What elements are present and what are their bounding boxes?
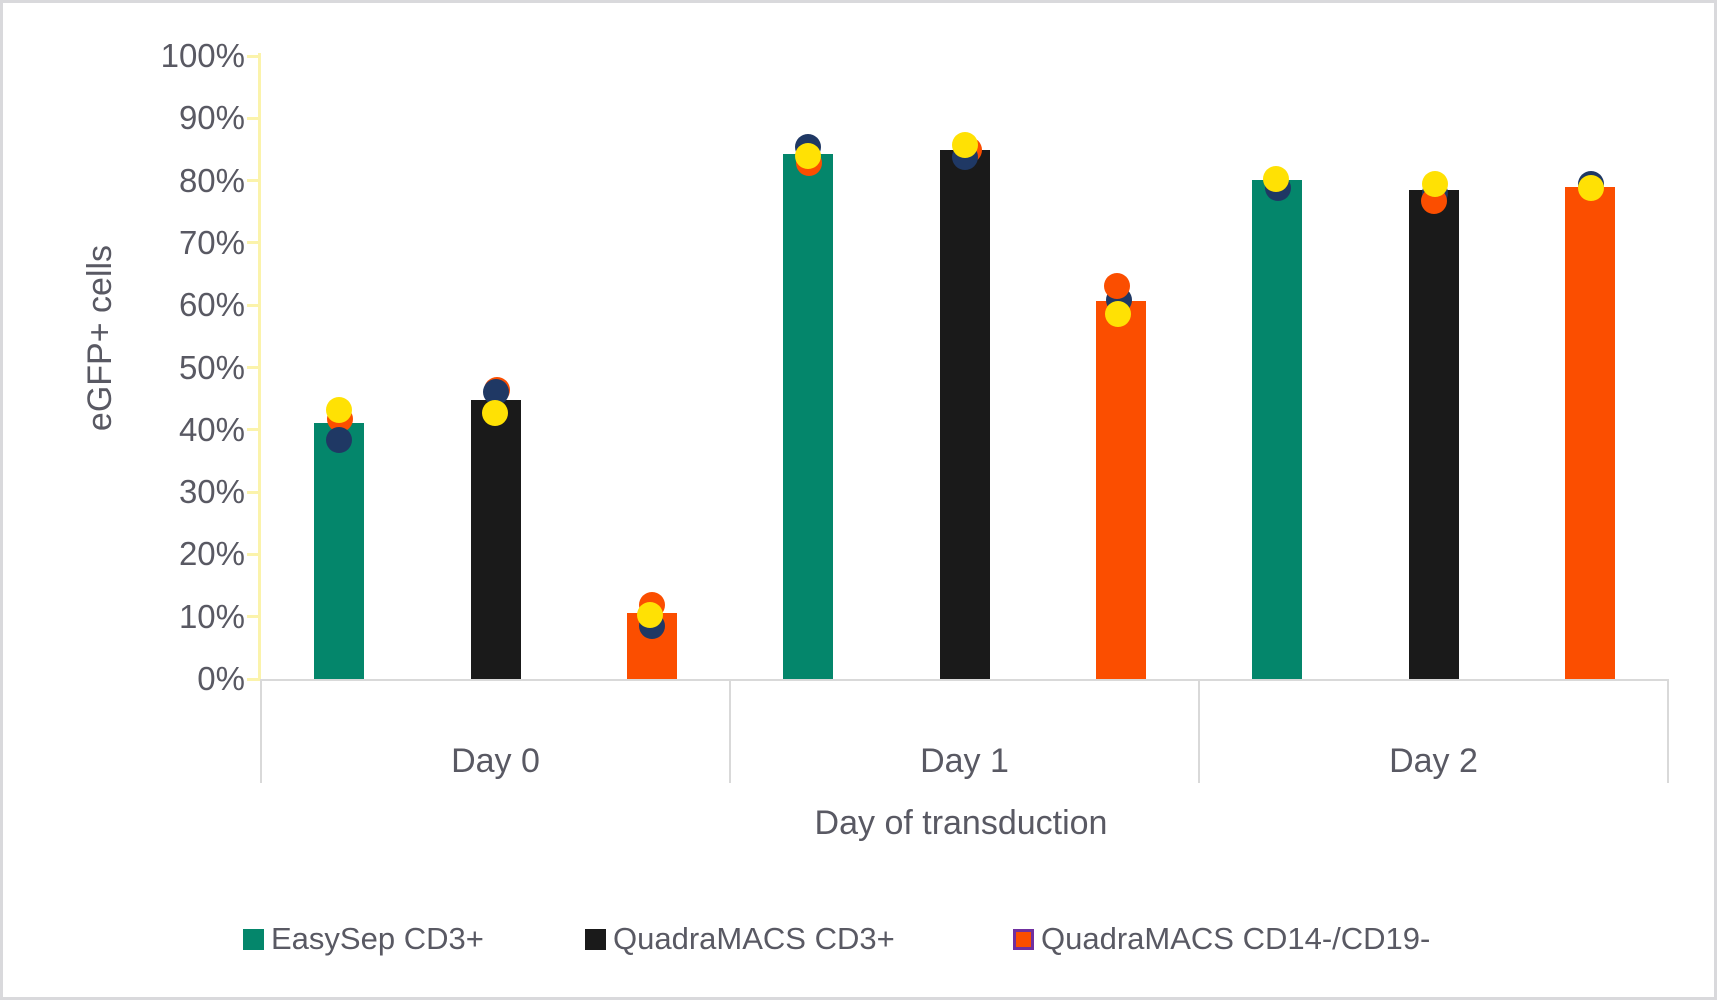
category-label: Day 1 (920, 742, 1009, 780)
legend: EasySep CD3+ QuadraMACS CD3+ QuadraMACS CD… (3, 913, 1714, 965)
replicate-dot-yellow (1577, 175, 1604, 202)
bar-day2-series1 (1252, 179, 1303, 679)
y-tick-mark (247, 116, 260, 120)
y-tick-label: 100% (160, 37, 245, 74)
bar-day0-series2 (470, 399, 521, 679)
replicate-dot-yellow (1104, 300, 1131, 327)
category-separator (1667, 679, 1669, 783)
legend-swatch-icon (1013, 928, 1034, 950)
replicate-dot-yellow (481, 399, 508, 426)
replicate-dot-yellow (795, 143, 822, 170)
y-tick-label: 0% (197, 660, 245, 697)
bar-day2-series3 (1564, 186, 1615, 679)
category-label: Day 0 (451, 742, 540, 780)
y-tick-label: 20% (178, 535, 245, 573)
y-tick-label: 10% (178, 597, 245, 635)
y-tick-label: 30% (178, 473, 245, 511)
y-tick-label: 70% (178, 223, 245, 261)
y-tick-mark (247, 179, 260, 183)
legend-label: EasySep CD3+ (271, 921, 484, 956)
y-tick-mark (247, 615, 260, 619)
y-axis-line (258, 53, 261, 679)
replicate-dot-yellow (326, 396, 353, 423)
x-axis-baseline (261, 679, 1668, 681)
legend-label: QuadraMACS CD3+ (613, 921, 895, 956)
replicate-dot-yellow (636, 601, 663, 628)
category-label: Day 2 (1389, 742, 1478, 780)
legend-item-1: EasySep CD3+ (243, 913, 484, 965)
replicate-dot-yellow (1263, 165, 1290, 192)
y-tick-mark (247, 552, 260, 556)
legend-swatch-icon (243, 928, 264, 950)
bar-day1-series3 (1095, 300, 1146, 679)
legend-label: QuadraMACS CD14-/CD19- (1041, 921, 1431, 956)
bar-day2-series2 (1408, 189, 1459, 679)
y-tick-label: 60% (178, 286, 245, 324)
bar-day1-series2 (939, 150, 990, 679)
legend-item-3: QuadraMACS CD14-/CD19- (1013, 913, 1430, 965)
category-separator (1198, 679, 1200, 783)
y-tick-label: 40% (178, 410, 245, 448)
bar-day0-series1 (314, 422, 365, 679)
replicate-dot-orange (1103, 272, 1130, 299)
replicate-dot-navy (326, 426, 353, 453)
y-tick-mark (247, 428, 260, 432)
y-tick-mark (247, 677, 260, 681)
y-tick-label: 90% (178, 99, 245, 137)
legend-item-2: QuadraMACS CD3+ (585, 913, 895, 965)
y-tick-mark (247, 490, 260, 494)
y-tick-mark (247, 241, 260, 245)
y-tick-mark (247, 54, 260, 58)
category-separator (260, 679, 262, 783)
legend-swatch-icon (585, 928, 606, 950)
x-axis-title: Day of transduction (814, 804, 1108, 842)
y-tick-mark (247, 303, 260, 307)
y-tick-mark (247, 366, 260, 369)
replicate-dot-yellow (951, 132, 978, 159)
y-tick-label: 50% (178, 348, 245, 386)
bar-day1-series1 (783, 153, 834, 679)
replicate-dot-yellow (1421, 170, 1448, 197)
y-tick-label: 80% (178, 161, 245, 199)
category-separator (729, 679, 731, 783)
